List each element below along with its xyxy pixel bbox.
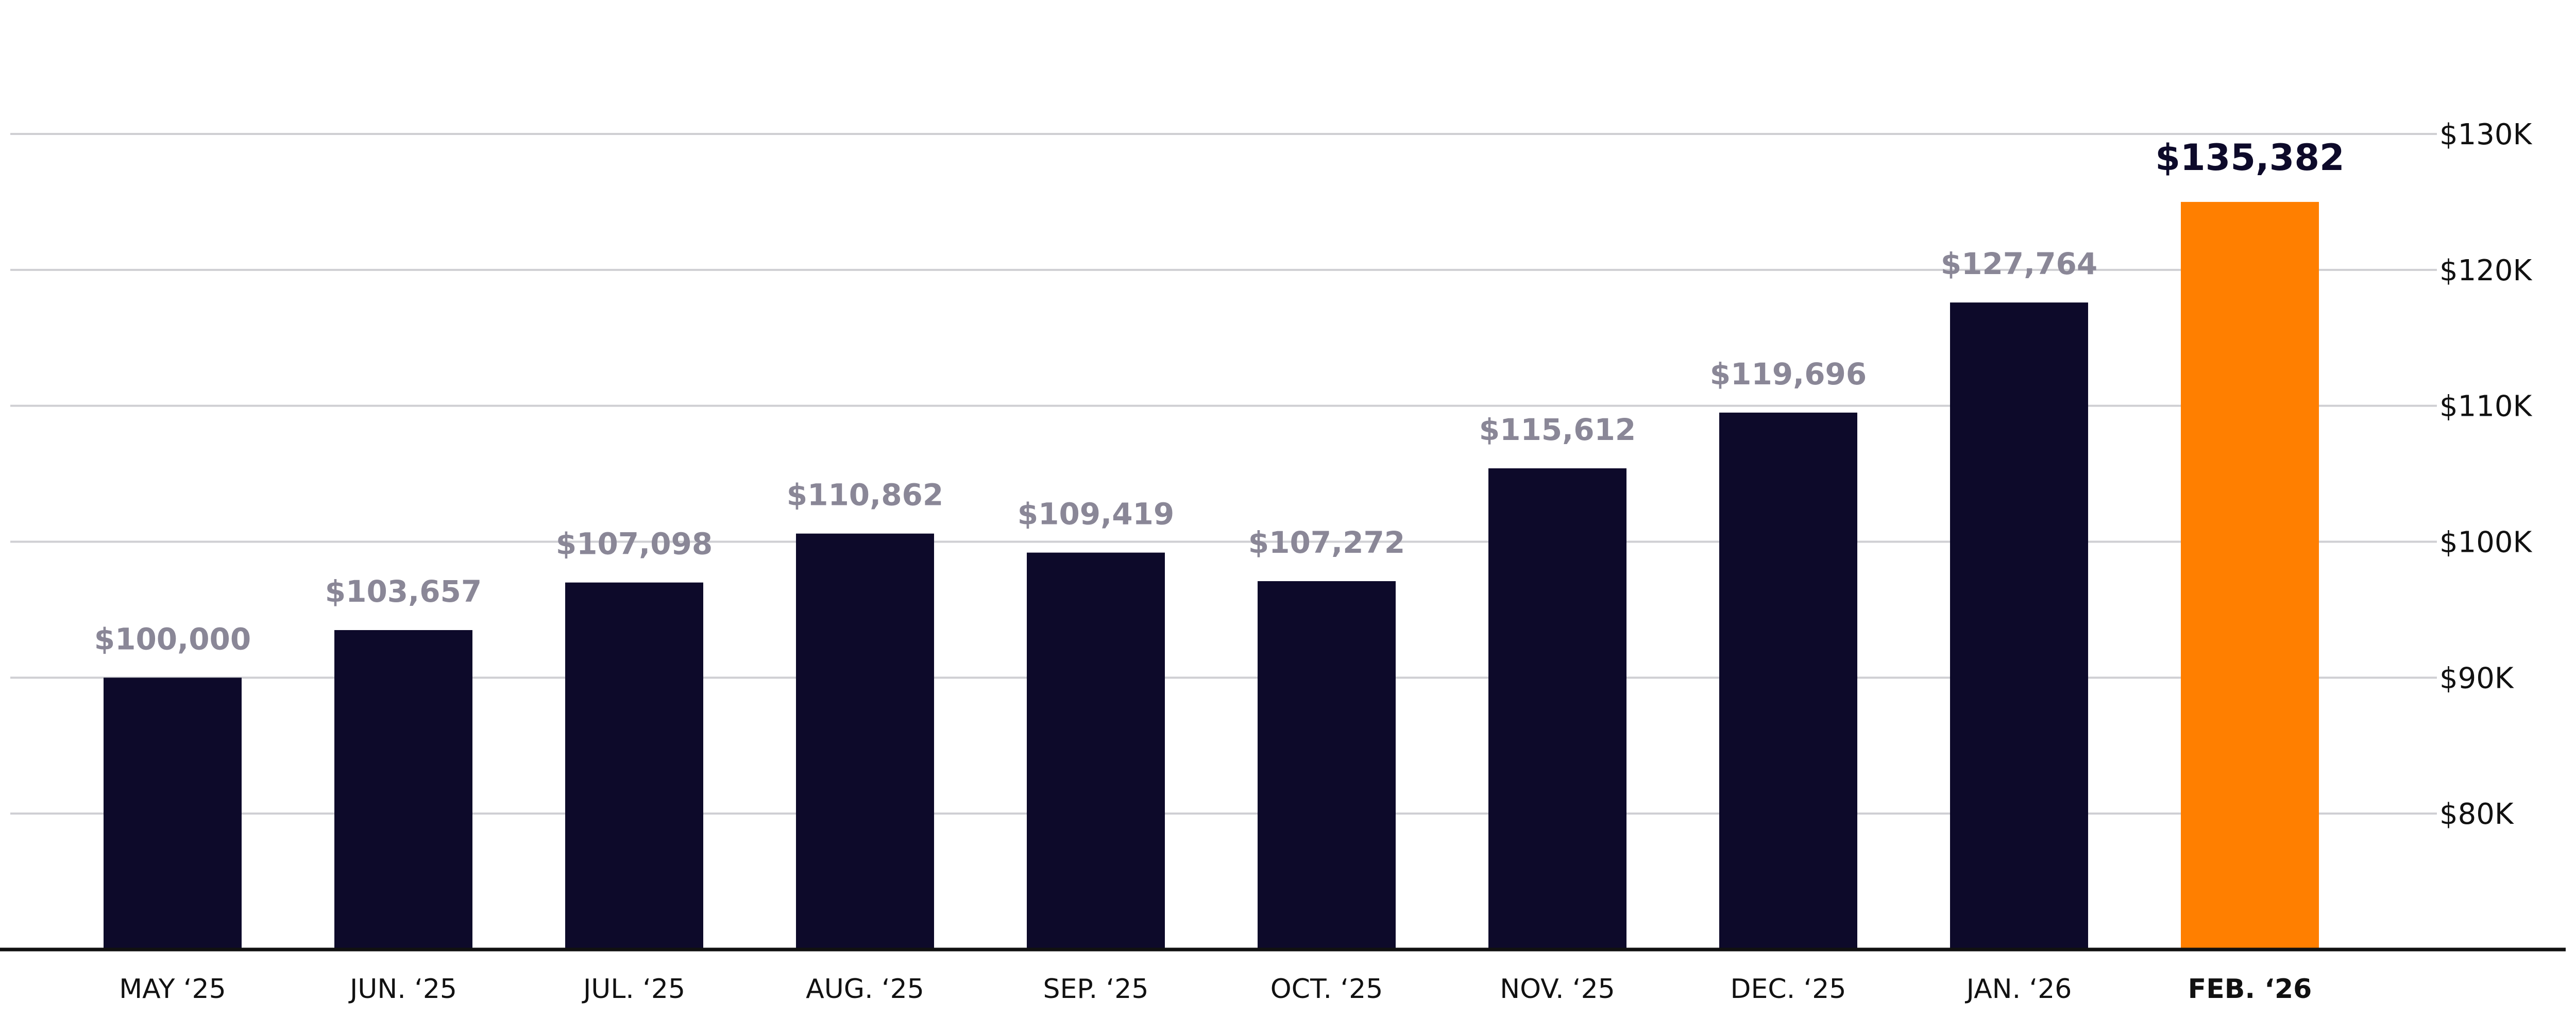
x-tick-label: JAN. ‘26 [1965,974,2072,1005]
y-tick-label: $110K [2439,390,2533,423]
y-tick-label: $90K [2439,662,2514,695]
bar [104,677,242,950]
y-tick-label: $120K [2439,254,2533,287]
data-label: $107,098 [556,527,713,562]
x-tick-label: JUN. ‘25 [348,974,457,1005]
x-tick-label: NOV. ‘25 [1500,974,1615,1005]
data-label: $135,382 [2155,137,2345,179]
bar [2181,201,2319,950]
bar [1258,581,1396,950]
x-tick-label: JUL. ‘25 [582,974,685,1005]
x-tick-label: FEB. ‘26 [2188,974,2312,1005]
data-label: $115,612 [1479,412,1636,447]
data-label: $110,862 [787,478,944,513]
data-label: $100,000 [94,621,251,656]
y-tick-label: $80K [2439,798,2514,831]
x-tick-label: OCT. ‘25 [1270,974,1383,1005]
data-label: $107,272 [1248,525,1405,560]
bar [796,533,934,950]
data-label: $103,657 [325,574,482,609]
x-axis-labels: MAY ‘25 JUN. ‘25 JUL. ‘25 AUG. ‘25 SEP. ‘25 O… [119,974,2312,1005]
y-tick-label: $130K [2439,118,2533,151]
data-label: $109,419 [1018,497,1175,532]
y-tick-label: $100K [2439,526,2533,560]
data-labels: $100,000 $103,657 $107,098 $110,862 $109,419… [94,137,2345,656]
y-axis-labels: $80K $90K $100K $110K $120K $130K [2439,118,2533,831]
data-label: $119,696 [1710,357,1867,392]
x-tick-label: SEP. ‘25 [1043,974,1149,1005]
bar [1488,468,1626,950]
data-label: $127,764 [1941,246,2098,281]
bar [1719,412,1857,950]
x-tick-label: AUG. ‘25 [806,974,924,1005]
bar [334,630,472,950]
bar [1950,302,2088,950]
x-tick-label: MAY ‘25 [119,974,226,1005]
bar [565,582,703,950]
x-tick-label: DEC. ‘25 [1731,974,1846,1005]
bar [1027,552,1165,950]
bars [104,201,2319,950]
